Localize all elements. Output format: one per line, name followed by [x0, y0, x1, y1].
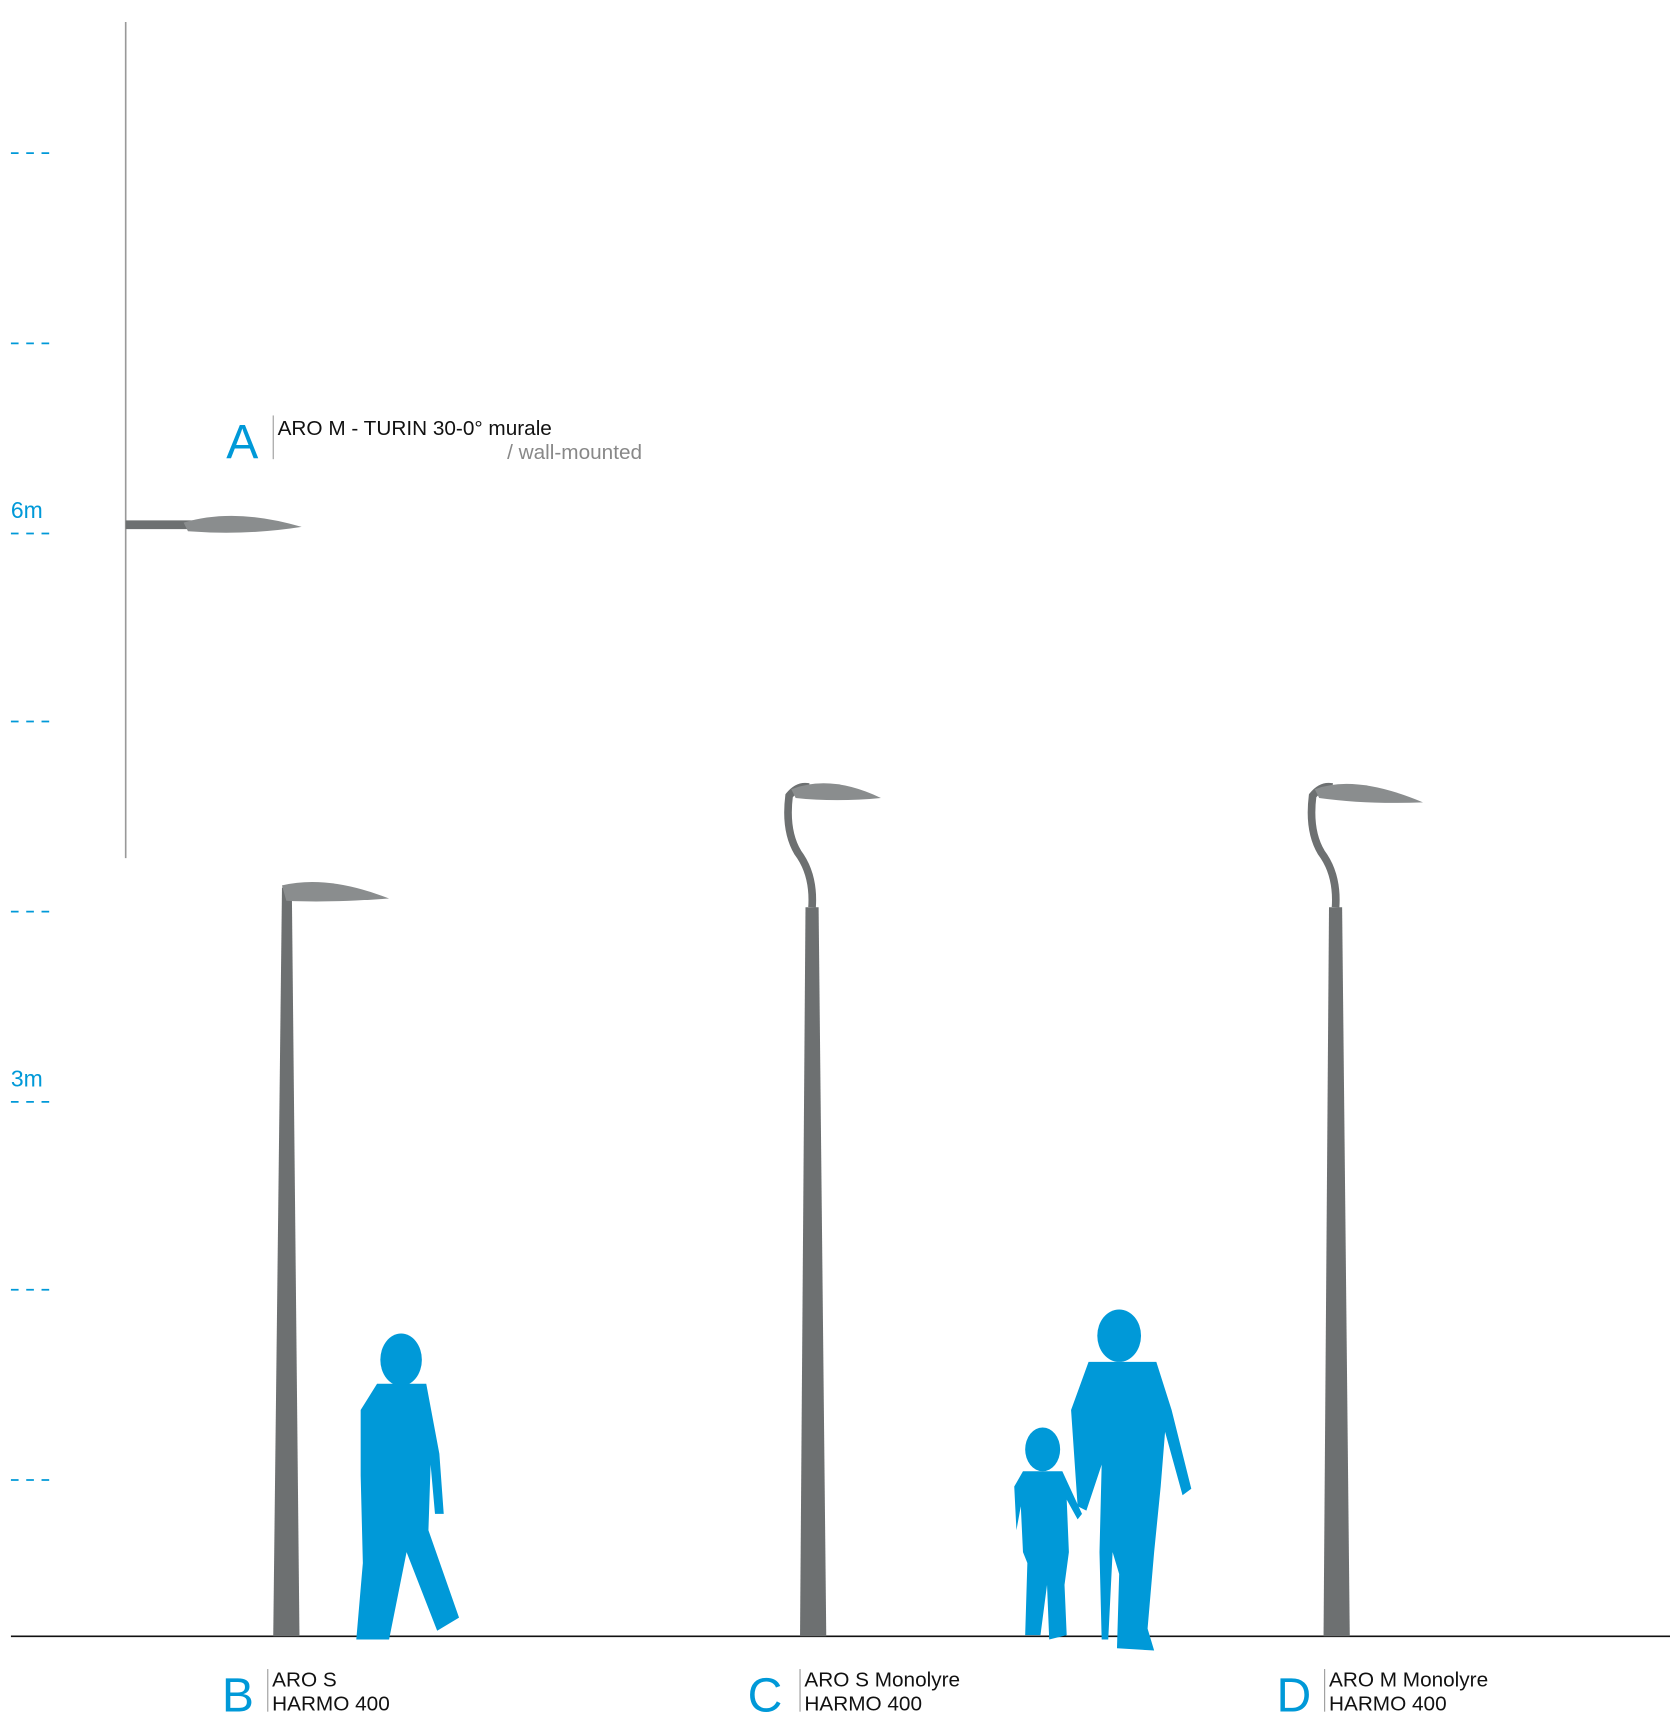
label-c: C ARO S Monolyre HARMO 400	[748, 1669, 961, 1714]
height-scale: 6m 3m	[10, 152, 55, 1481]
product-note: / wall-mounted	[507, 441, 642, 464]
lamp-head	[791, 783, 881, 801]
product-name: HARMO 400	[804, 1693, 922, 1714]
pole	[273, 887, 300, 1637]
product-name: ARO M - TURIN 30-0° murale	[278, 417, 552, 440]
label-b: B ARO S HARMO 400	[222, 1669, 390, 1714]
pole-curve	[1307, 782, 1340, 908]
pole	[800, 907, 827, 1637]
product-letter: C	[748, 1669, 783, 1714]
pole-curve	[784, 782, 817, 908]
pole	[1323, 907, 1350, 1637]
product-letter: B	[222, 1669, 254, 1714]
product-name: ARO S Monolyre	[804, 1669, 960, 1692]
product-name: ARO S	[272, 1669, 337, 1692]
product-name: HARMO 400	[1329, 1693, 1447, 1714]
label-d: D ARO M Monolyre HARMO 400	[1277, 1669, 1489, 1714]
person-walking	[356, 1333, 460, 1640]
product-name: HARMO 400	[272, 1693, 390, 1714]
luminaire-d	[1307, 782, 1423, 1637]
scale-label: 6m	[11, 497, 43, 523]
label-a: A ARO M - TURIN 30-0° murale / wall-moun…	[226, 415, 642, 469]
product-letter: D	[1277, 1669, 1312, 1714]
luminaire-c	[784, 782, 881, 1637]
lamp-head	[281, 882, 390, 902]
luminaire-b	[273, 882, 390, 1637]
person-adult	[1071, 1309, 1192, 1651]
lamp-head	[183, 515, 302, 533]
product-name: ARO M Monolyre	[1329, 1669, 1488, 1692]
arm	[125, 520, 198, 530]
person-child	[1014, 1427, 1083, 1640]
luminaire-a	[124, 22, 302, 859]
scale-label: 3m	[11, 1066, 43, 1092]
lamp-head	[1314, 783, 1423, 803]
product-letter: A	[226, 415, 258, 469]
